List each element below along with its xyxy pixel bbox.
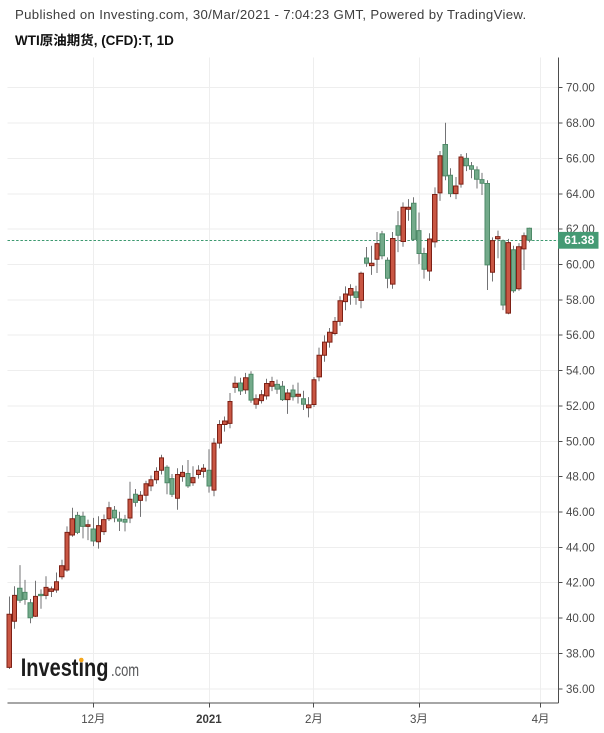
svg-text:36.00: 36.00 (566, 684, 595, 696)
svg-text:48.00: 48.00 (566, 472, 595, 484)
svg-text:54.00: 54.00 (566, 366, 595, 378)
svg-text:58.00: 58.00 (566, 295, 595, 307)
svg-text:64.00: 64.00 (566, 189, 595, 201)
svg-text:66.00: 66.00 (566, 154, 595, 166)
svg-text:2: 2 (305, 714, 311, 726)
svg-text:Published on Investing.com, 30: Published on Investing.com, 30/Mar/2021 … (15, 7, 527, 22)
svg-text:12: 12 (81, 714, 94, 726)
svg-text:Investing: Investing (21, 654, 109, 682)
svg-text:61.38: 61.38 (564, 233, 594, 247)
svg-text:56.00: 56.00 (566, 330, 595, 342)
svg-text:2021: 2021 (196, 714, 222, 726)
svg-text:3: 3 (410, 714, 416, 726)
svg-text:46.00: 46.00 (566, 507, 595, 519)
svg-text:, (CFD):T, 1D: , (CFD):T, 1D (94, 33, 174, 48)
svg-text:4: 4 (532, 714, 539, 726)
svg-text:50.00: 50.00 (566, 437, 595, 449)
svg-text:40.00: 40.00 (566, 613, 595, 625)
svg-text:WTI: WTI (15, 33, 40, 48)
svg-text:38.00: 38.00 (566, 649, 595, 661)
svg-text:44.00: 44.00 (566, 543, 595, 555)
svg-text:52.00: 52.00 (566, 401, 595, 413)
svg-text:.com: .com (111, 661, 139, 681)
svg-text:68.00: 68.00 (566, 118, 595, 130)
svg-text:60.00: 60.00 (566, 260, 595, 272)
svg-text:42.00: 42.00 (566, 578, 595, 590)
svg-text:70.00: 70.00 (566, 83, 595, 95)
